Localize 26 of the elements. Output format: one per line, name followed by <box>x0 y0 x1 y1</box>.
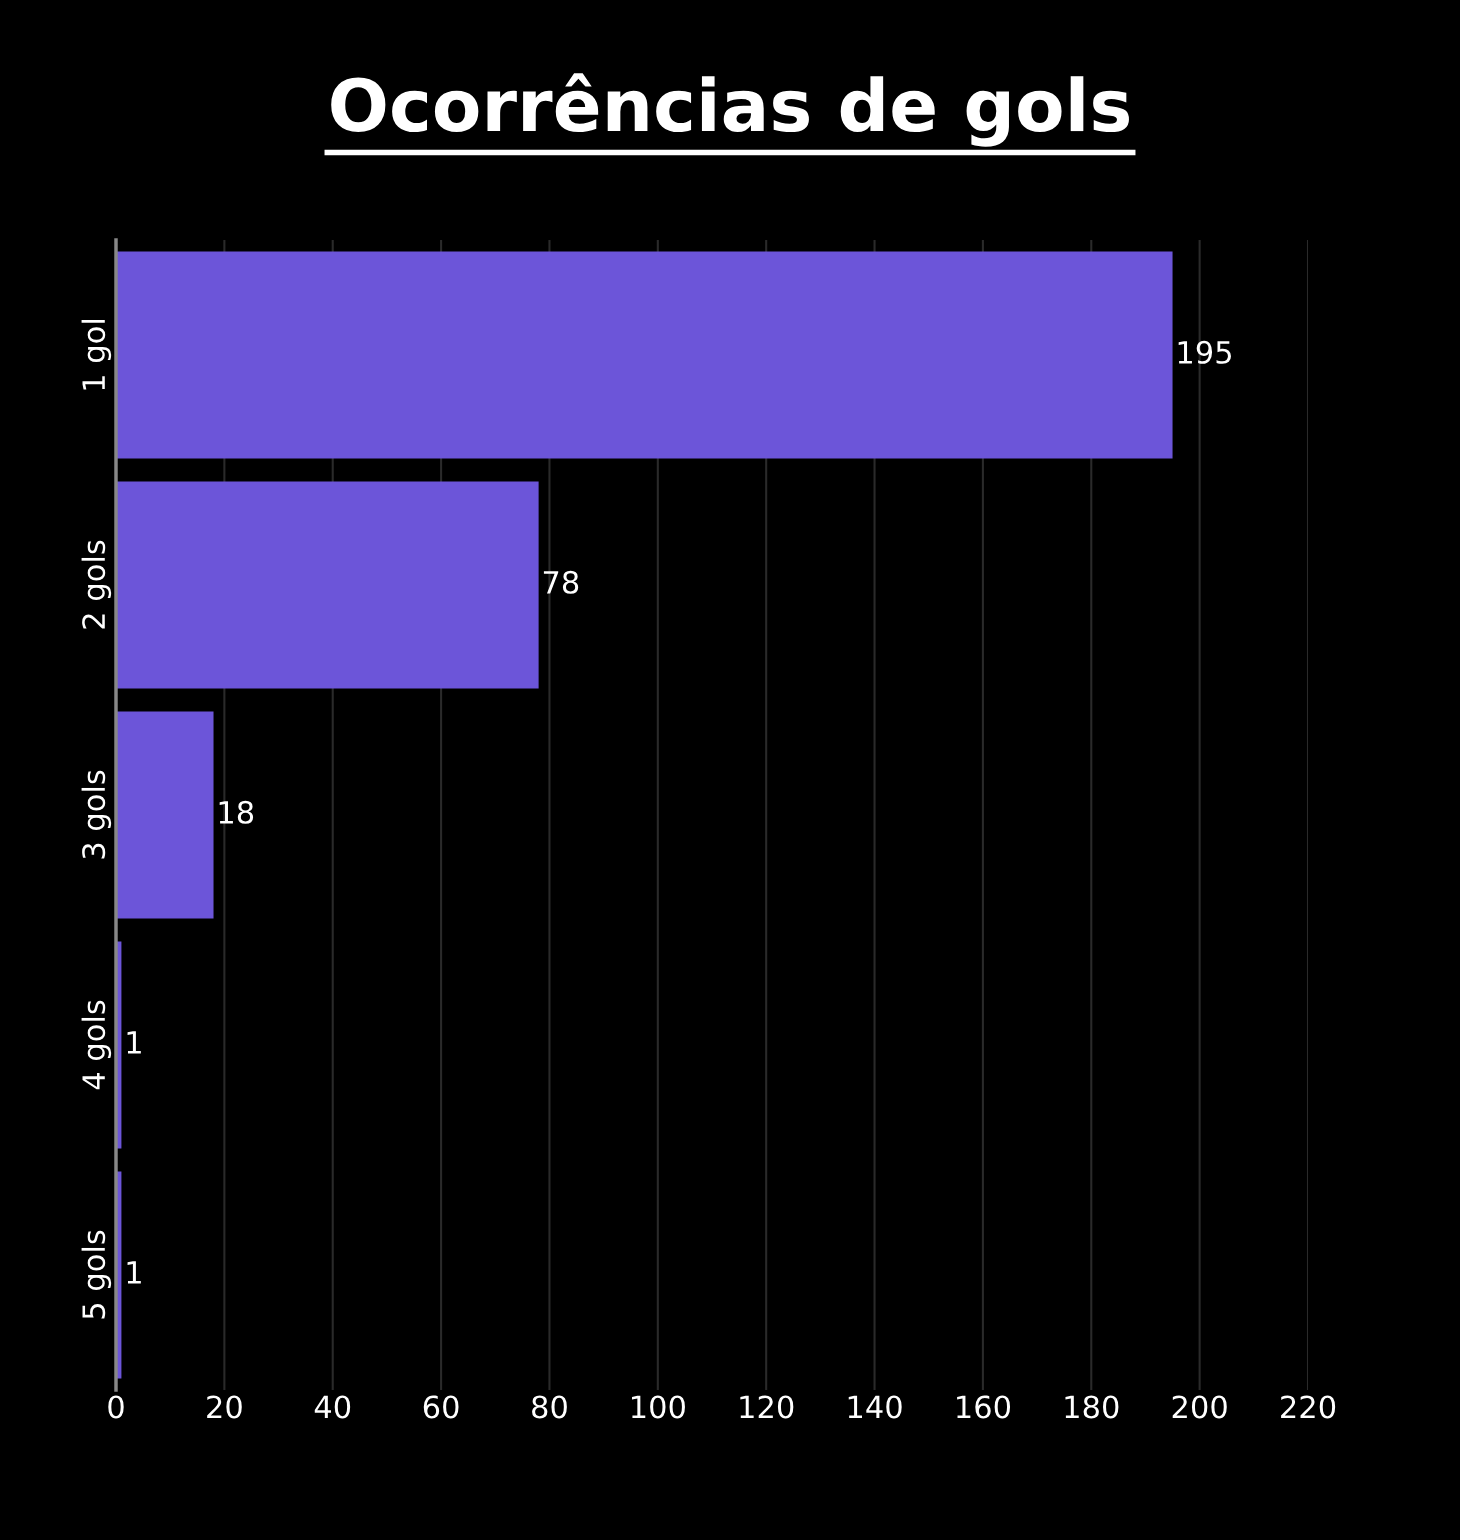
data-label: 18 <box>219 800 254 824</box>
x-tick-label: 60 <box>423 1395 459 1419</box>
chart-title: Ocorrências de gols <box>331 73 1129 147</box>
x-tick-label: 80 <box>532 1395 567 1419</box>
data-label: 1 <box>127 1261 141 1284</box>
bar <box>116 481 539 689</box>
y-tick-label: 3 gols <box>81 770 112 859</box>
x-tick-label: 0 <box>108 1395 124 1419</box>
x-tick-label: 100 <box>632 1395 685 1419</box>
y-tick-label: 5 gols <box>81 1230 112 1319</box>
x-tick-label: 220 <box>1281 1395 1336 1419</box>
bar <box>116 711 214 919</box>
data-label: 1 <box>127 1031 141 1054</box>
data-label: 195 <box>1178 340 1231 364</box>
x-tick-label: 20 <box>207 1395 242 1419</box>
x-tick-label: 160 <box>957 1395 1011 1419</box>
data-label: 78 <box>543 570 579 594</box>
x-tick-label: 140 <box>848 1395 902 1419</box>
y-tick-label: 1 gol <box>81 320 112 390</box>
y-tick-label: 4 gols <box>81 1000 112 1090</box>
bar <box>116 251 1173 459</box>
x-tick-label: 180 <box>1065 1395 1119 1419</box>
x-tick-label: 200 <box>1172 1395 1227 1419</box>
y-tick-label: 2 gols <box>81 540 112 629</box>
x-tick-label: 40 <box>314 1395 351 1419</box>
x-tick-label: 120 <box>740 1395 794 1419</box>
